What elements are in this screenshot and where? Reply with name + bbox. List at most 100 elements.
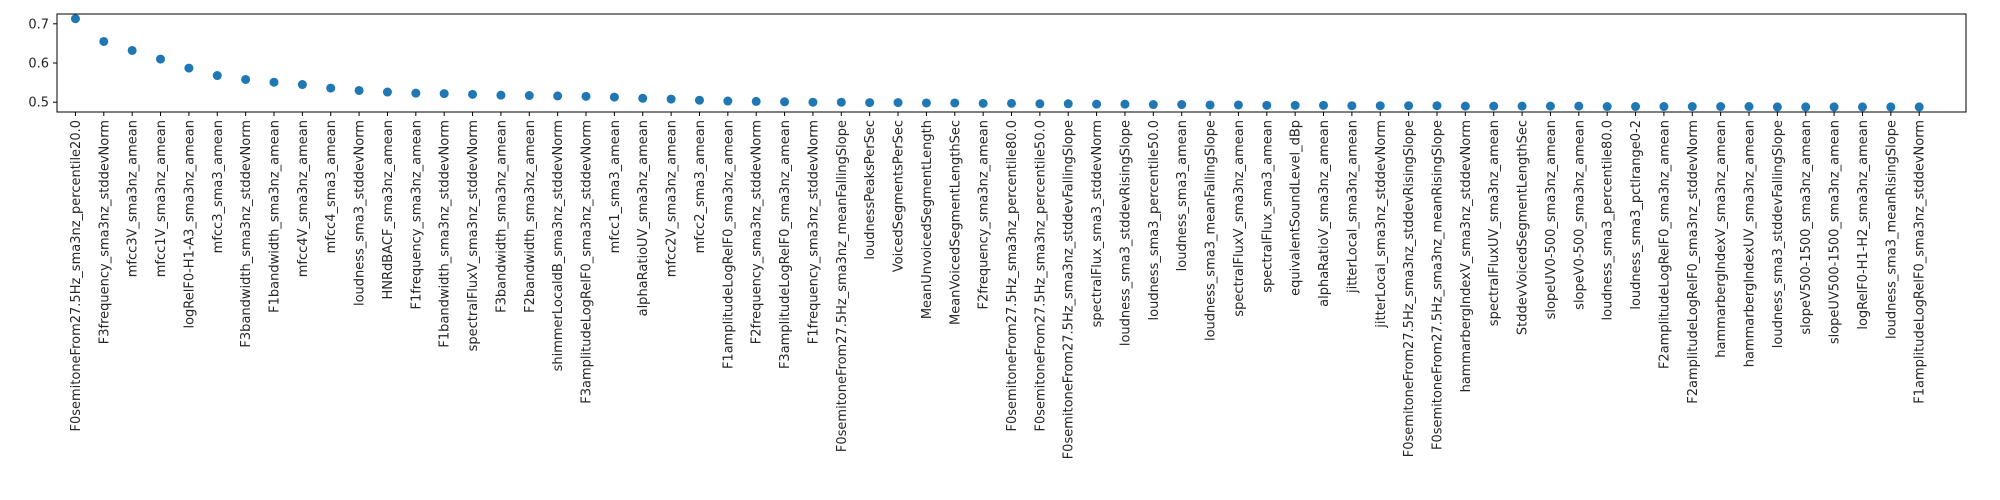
x-tick-label: spectralFluxV_sma3nz_stddevNorm <box>466 120 481 351</box>
data-point <box>1489 101 1499 111</box>
data-point <box>212 71 222 81</box>
x-tick-label: F2frequency_sma3nz_stddevNorm <box>750 120 765 344</box>
y-axis: 0.5 0.6 0.7 <box>28 17 57 111</box>
x-tick-label: F3bandwidth_sma3nz_amean <box>494 120 509 313</box>
x-tick-label: HNRdBACF_sma3nz_amean <box>381 120 396 300</box>
data-point <box>1007 98 1016 108</box>
data-point <box>1233 100 1243 110</box>
data-point <box>439 89 449 99</box>
data-point <box>751 96 761 106</box>
data-point <box>921 98 931 108</box>
x-tick-label: loudness_sma3_meanFallingSlope <box>1204 120 1219 341</box>
x-tick-label: loudness_sma3_pctlrange0-2 <box>1629 120 1644 310</box>
x-tick-label: loudness_sma3_stddevRisingSlope <box>1118 120 1133 346</box>
data-point <box>865 98 875 108</box>
x-tick-label: shimmerLocaldB_sma3nz_stddevNorm <box>551 120 566 371</box>
x-tick-label: loudness_sma3_meanRisingSlope <box>1884 120 1899 339</box>
data-point <box>127 45 137 55</box>
x-tick-label: F3amplitudeLogRelF0_sma3nz_stddevNorm <box>580 120 595 404</box>
data-point <box>836 97 846 107</box>
x-tick-label: F1bandwidth_sma3nz_amean <box>267 120 282 313</box>
data-point <box>1687 102 1697 112</box>
data-point <box>1319 100 1329 110</box>
x-tick-label: jitterLocal_sma3nz_amean <box>1345 120 1360 294</box>
data-point <box>1545 101 1555 111</box>
data-point <box>496 90 506 100</box>
x-tick-label: logRelF0-H1-H2_sma3nz_amean <box>1856 120 1871 330</box>
x-tick-label: equivalentSoundLevel_dBp <box>1289 120 1304 296</box>
x-tick-label: mfcc2_sma3_amean <box>693 120 708 253</box>
data-point <box>156 54 166 64</box>
plot-frame <box>56 13 1967 113</box>
x-tick-label: loudness_sma3_stddevNorm <box>353 120 368 306</box>
data-point <box>1716 102 1726 112</box>
data-point <box>638 93 648 103</box>
data-point <box>326 83 336 93</box>
x-tick-label: F1amplitudeLogRelF0_sma3nz_stddevNorm <box>1913 120 1928 404</box>
x-tick-label: F0semitoneFrom27.5Hz_sma3nz_stddevRising… <box>1402 120 1417 457</box>
data-point <box>1631 102 1641 112</box>
x-tick-label: mfcc1V_sma3nz_amean <box>154 120 169 277</box>
data-point <box>1375 101 1385 111</box>
x-tick-label: F1frequency_sma3nz_amean <box>409 120 424 310</box>
x-tick-label: alphaRatioV_sma3nz_amean <box>1317 120 1332 307</box>
y-tick-label: 0.6 <box>28 57 49 72</box>
data-point <box>241 74 251 84</box>
data-point <box>780 97 790 107</box>
x-tick-label: slopeV0-500_sma3nz_amean <box>1572 120 1587 310</box>
x-tick-label: F0semitoneFrom27.5Hz_sma3nz_meanFallingS… <box>835 120 850 452</box>
x-tick-label: F2frequency_sma3nz_amean <box>977 120 992 310</box>
x-tick-label: slopeUV500-1500_sma3nz_amean <box>1828 120 1843 344</box>
data-point <box>1801 102 1811 112</box>
x-tick-label: hammarbergIndexV_sma3nz_stddevNorm <box>1459 120 1474 392</box>
data-point <box>1460 101 1470 111</box>
data-point <box>184 63 194 73</box>
y-tick-label: 0.5 <box>28 96 49 111</box>
x-tick-label: F2amplitudeLogRelF0_sma3nz_amean <box>1657 120 1672 369</box>
data-point <box>382 87 392 97</box>
data-point <box>1602 102 1612 112</box>
data-point <box>1177 100 1187 110</box>
data-point <box>694 95 704 105</box>
x-tick-label: MeanVoicedSegmentLengthSec <box>948 120 963 325</box>
x-tick-label: MeanUnvoicedSegmentLength <box>920 120 935 319</box>
x-tick-label: mfcc3_sma3_amean <box>211 120 226 253</box>
data-point <box>1290 100 1300 110</box>
data-point <box>723 96 733 106</box>
x-tick-label: loudness_sma3_amean <box>1175 120 1190 271</box>
data-point <box>1120 99 1130 109</box>
data-point <box>808 97 818 107</box>
data-point <box>1829 102 1839 112</box>
x-tick-label: loudness_sma3_stddevFallingSlope <box>1771 120 1786 348</box>
data-point <box>1574 101 1584 111</box>
x-tick-label: loudnessPeaksPerSec <box>863 120 878 260</box>
data-point <box>1886 102 1896 112</box>
x-tick-label: F2amplitudeLogRelF0_sma3nz_stddevNorm <box>1686 120 1701 404</box>
data-point <box>99 36 109 46</box>
data-point <box>950 98 960 108</box>
data-point <box>1857 102 1867 112</box>
x-tick-label: hammarbergIndexUV_sma3nz_amean <box>1743 120 1758 367</box>
x-tick-label: F1amplitudeLogRelF0_sma3nz_amean <box>721 120 736 369</box>
data-point <box>1432 101 1442 111</box>
x-tick-label: mfcc4_sma3_amean <box>324 120 339 253</box>
data-points <box>70 14 1924 112</box>
x-axis: F0semitoneFrom27.5Hz_sma3nz_percentile20… <box>69 112 1928 459</box>
data-point <box>269 77 279 87</box>
data-point <box>1205 100 1215 110</box>
x-tick-label: mfcc1_sma3_amean <box>608 120 623 253</box>
data-point <box>1063 99 1073 109</box>
x-tick-label: spectralFluxV_sma3nz_amean <box>1232 120 1247 317</box>
x-tick-label: mfcc3V_sma3nz_amean <box>126 120 141 277</box>
x-tick-label: F0semitoneFrom27.5Hz_sma3nz_percentile50… <box>1033 120 1048 432</box>
x-tick-label: F2bandwidth_sma3nz_amean <box>523 120 538 313</box>
x-tick-label: F0semitoneFrom27.5Hz_sma3nz_percentile80… <box>1005 120 1020 432</box>
x-tick-label: mfcc4V_sma3nz_amean <box>296 120 311 277</box>
data-point <box>297 80 307 90</box>
data-point <box>1404 101 1414 111</box>
x-tick-label: slopeUV0-500_sma3nz_amean <box>1544 120 1559 319</box>
data-point <box>1148 100 1158 110</box>
data-point <box>411 88 421 98</box>
x-tick-label: F0semitoneFrom27.5Hz_sma3nz_percentile20… <box>69 120 84 432</box>
